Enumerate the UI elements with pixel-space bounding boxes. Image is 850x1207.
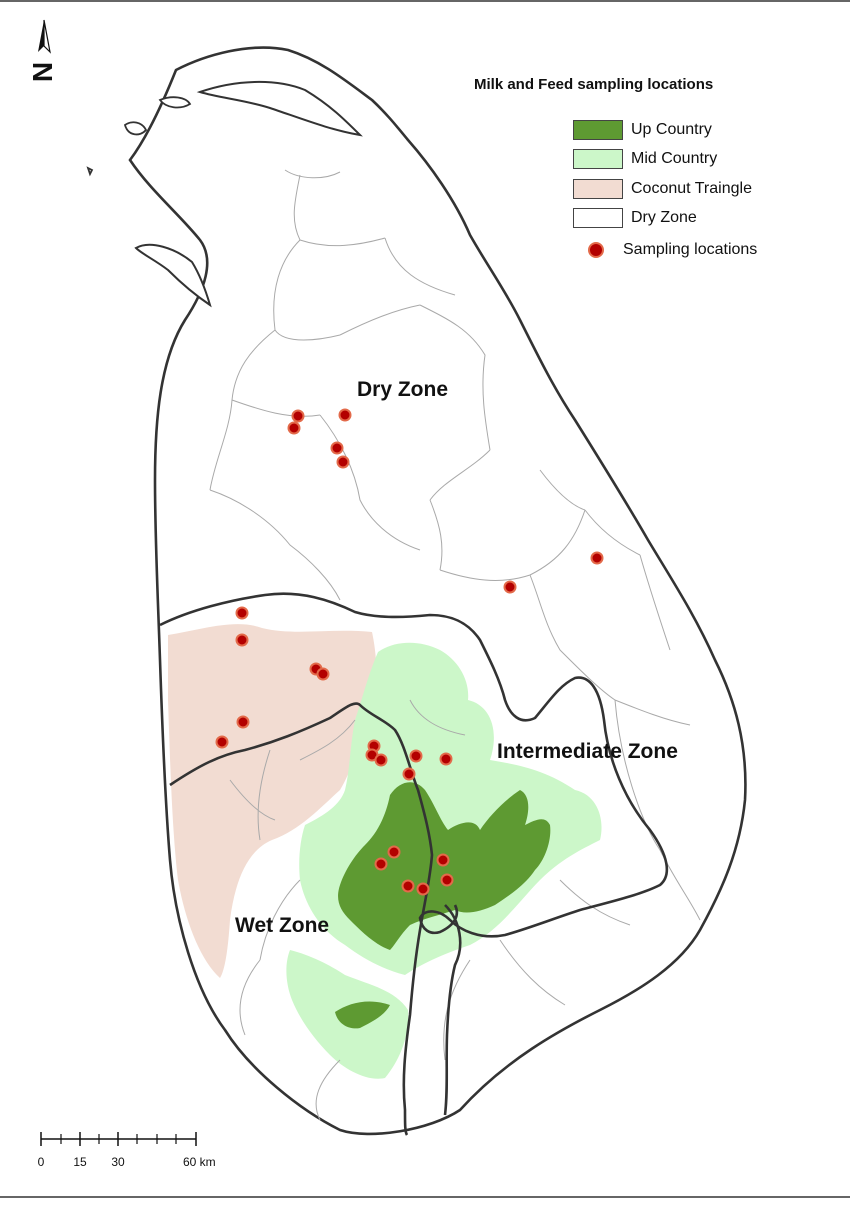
zone-label-wet: Wet Zone: [235, 914, 329, 938]
sampling-location: [418, 884, 429, 895]
sampling-location: [237, 635, 248, 646]
sampling-location: [237, 608, 248, 619]
legend-item-dry-zone: Dry Zone: [573, 207, 697, 229]
sampling-location: [376, 755, 387, 766]
legend-item-sampling-locations: Sampling locations: [573, 239, 757, 261]
north-arrow-icon: [38, 20, 44, 52]
legend-item-coconut-triangle: Coconut Traingle: [573, 178, 752, 200]
sampling-location: [441, 754, 452, 765]
scale-tick-0: 0: [38, 1155, 45, 1169]
scale-tick-30: 30: [111, 1155, 125, 1169]
scale-tick-15: 15: [73, 1155, 87, 1169]
sampling-location: [592, 553, 603, 564]
sampling-location: [293, 411, 304, 422]
sampling-location-icon: [588, 242, 604, 258]
sampling-location: [411, 751, 422, 762]
sampling-location: [403, 881, 414, 892]
sampling-location: [438, 855, 449, 866]
zone-label-intermediate: Intermediate Zone: [497, 740, 678, 764]
legend-title: Milk and Feed sampling locations: [474, 76, 713, 93]
north-arrow: N: [27, 20, 58, 82]
sampling-location: [442, 875, 453, 886]
zone-label-dry: Dry Zone: [357, 378, 448, 402]
legend-label: Sampling locations: [623, 241, 757, 259]
legend-item-mid-country: Mid Country: [573, 148, 717, 170]
scale-tick-60km: 60 km: [183, 1155, 216, 1169]
legend-item-up-country: Up Country: [573, 119, 712, 141]
sampling-location: [217, 737, 228, 748]
sampling-location: [338, 457, 349, 468]
up-country-swatch: [573, 120, 623, 140]
mannar-spit: [136, 245, 210, 305]
mid-country-swatch: [573, 149, 623, 169]
sampling-location: [238, 717, 249, 728]
north-arrow-label: N: [27, 62, 58, 82]
legend-label: Dry Zone: [631, 209, 697, 227]
legend-label: Coconut Traingle: [631, 180, 752, 198]
sampling-location: [376, 859, 387, 870]
scale-bar: 0 15 30 60 km: [38, 1132, 216, 1169]
sampling-location: [318, 669, 329, 680]
sampling-location: [332, 443, 343, 454]
sampling-location: [289, 423, 300, 434]
sampling-location: [340, 410, 351, 421]
legend-label: Up Country: [631, 121, 712, 139]
sampling-location: [505, 582, 516, 593]
sampling-location: [404, 769, 415, 780]
sampling-location: [389, 847, 400, 858]
dry-zone-swatch: [573, 208, 623, 228]
legend-label: Mid Country: [631, 150, 717, 168]
coconut-triangle-swatch: [573, 179, 623, 199]
